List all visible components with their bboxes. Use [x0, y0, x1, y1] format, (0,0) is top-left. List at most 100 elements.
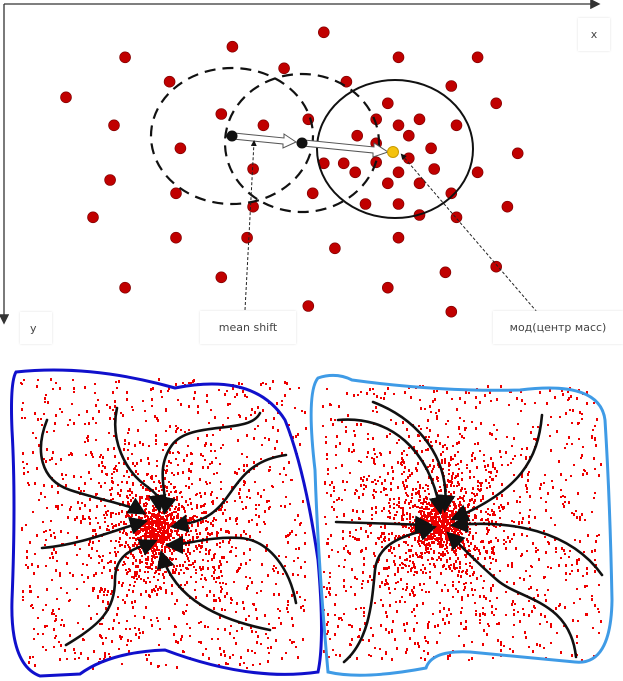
density-point [422, 564, 424, 566]
density-point [107, 562, 109, 564]
density-point [183, 539, 185, 541]
density-point [104, 517, 106, 519]
density-point [360, 607, 362, 609]
density-point [110, 499, 112, 501]
data-point [428, 163, 441, 175]
density-point [547, 589, 549, 591]
density-point [582, 446, 584, 448]
density-point [495, 521, 497, 524]
density-point [254, 481, 256, 483]
density-point [446, 513, 448, 516]
density-point [132, 562, 134, 565]
density-point [155, 509, 157, 511]
density-point [405, 565, 407, 567]
density-point [26, 556, 28, 559]
density-point [370, 655, 372, 657]
density-point [559, 416, 561, 418]
density-point [177, 399, 179, 401]
data-point [317, 26, 330, 39]
density-point [166, 522, 168, 525]
density-point [350, 644, 352, 646]
density-point [444, 461, 446, 464]
density-point [195, 596, 197, 599]
density-point [233, 637, 235, 639]
density-point [198, 641, 200, 643]
mean-shift-diagram [0, 0, 601, 325]
density-point [122, 564, 124, 566]
density-point [194, 589, 196, 591]
density-point [418, 435, 420, 437]
density-point [209, 590, 211, 593]
density-point [66, 592, 68, 594]
density-point [594, 570, 596, 573]
density-point [388, 538, 390, 541]
density-point [448, 495, 450, 497]
density-point [494, 467, 496, 470]
density-point [169, 451, 171, 454]
density-point [227, 403, 229, 406]
density-point [73, 391, 75, 393]
density-point [527, 479, 529, 482]
right-cluster-outline [309, 373, 614, 677]
density-point [488, 625, 490, 627]
density-point [432, 468, 434, 470]
density-point [46, 448, 48, 451]
density-point [511, 538, 513, 540]
density-point [202, 559, 204, 561]
density-point [363, 476, 365, 478]
density-point [288, 461, 290, 464]
density-point [416, 450, 418, 452]
density-point [97, 522, 99, 524]
density-point [429, 464, 431, 467]
density-point [118, 512, 120, 515]
density-point [388, 533, 390, 535]
density-point [336, 516, 338, 518]
density-point [82, 518, 84, 520]
density-point [391, 552, 393, 554]
density-point [265, 419, 267, 422]
density-point [45, 460, 47, 463]
density-point [160, 390, 162, 393]
density-point [442, 551, 444, 553]
density-point [418, 645, 420, 648]
density-point [446, 541, 448, 544]
density-point [485, 597, 487, 600]
density-point [369, 575, 371, 578]
density-point [173, 497, 175, 500]
density-point [337, 625, 339, 628]
density-point [492, 513, 494, 516]
density-point [69, 508, 71, 511]
density-point [174, 486, 176, 488]
density-point [228, 531, 230, 534]
density-point [132, 484, 134, 486]
density-point [381, 532, 383, 535]
density-point [371, 481, 373, 483]
density-point [528, 515, 530, 518]
flow-arrow [40, 516, 148, 550]
density-point [414, 615, 416, 617]
density-point [430, 411, 432, 413]
density-point [343, 579, 345, 582]
density-point [345, 426, 347, 428]
density-point [373, 448, 375, 451]
density-point [365, 547, 367, 550]
density-point [246, 464, 248, 467]
density-point [22, 402, 24, 404]
density-point [140, 593, 142, 596]
density-point [421, 589, 423, 591]
density-point [169, 534, 171, 537]
density-point [50, 534, 52, 537]
density-point [394, 555, 396, 557]
density-point [206, 536, 208, 539]
density-point [349, 535, 351, 537]
density-point [473, 571, 475, 574]
density-point [479, 450, 481, 452]
density-point [475, 427, 477, 430]
density-point [438, 524, 440, 527]
density-point [576, 516, 578, 519]
density-point [442, 554, 444, 557]
density-point [439, 527, 441, 530]
density-point [132, 497, 134, 499]
density-point [356, 424, 358, 426]
